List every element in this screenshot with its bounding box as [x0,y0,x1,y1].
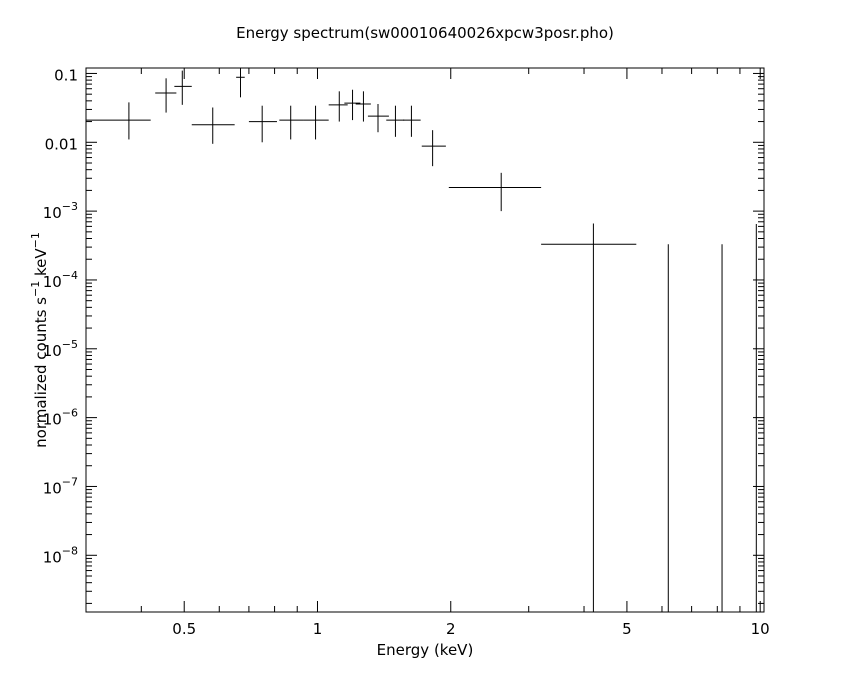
data-point [328,91,348,122]
y-tick-label: 0.1 [54,66,78,84]
data-point [191,107,235,144]
y-tick-label: 10−4 [43,269,78,291]
data-point [174,70,192,105]
y-tick-label: 10−7 [43,475,78,497]
data-point [367,103,389,133]
data-point [448,172,542,212]
x-tick-label: 2 [446,620,456,638]
data-point [355,91,371,122]
y-axis: 0.1 0.01 10−3 10−4 10−5 10−6 10−7 10−8 [43,66,764,604]
data-point [344,89,361,121]
y-tick-label: 10−5 [43,338,78,360]
data-point [248,105,277,143]
data-point [303,105,329,140]
y-axis-label-exp1: −1 [29,281,42,297]
data-point [541,223,637,612]
y-axis-label-prefix: normalized counts s [32,297,50,448]
y-tick-label: 0.01 [45,135,78,153]
y-tick-label: 10−6 [43,407,78,429]
chart-title: Energy spectrum(sw00010640026xpcw3posr.p… [236,24,614,42]
x-tick-label: 1 [313,620,323,638]
x-tick-label: 10 [751,620,770,638]
data-point [386,105,405,137]
x-axis-label: Energy (keV) [377,641,474,659]
data-points [86,68,757,612]
x-tick-label: 5 [622,620,632,638]
data-point [279,105,304,140]
x-tick-label: 0.5 [172,620,196,638]
y-axis-label-middle: keV [32,248,50,281]
y-tick-label: 10−3 [43,200,78,222]
y-axis-label-exp2: −1 [29,232,42,248]
data-point [155,78,177,113]
y-axis-label: normalized counts s−1 keV−1 [29,232,50,448]
data-point [236,68,245,98]
data-point [86,102,151,140]
x-axis: 0.5 1 2 5 10 [85,68,770,638]
y-tick-label: 10−8 [43,544,78,566]
plot-frame [85,67,765,613]
data-point [421,130,446,167]
data-point [402,105,421,137]
